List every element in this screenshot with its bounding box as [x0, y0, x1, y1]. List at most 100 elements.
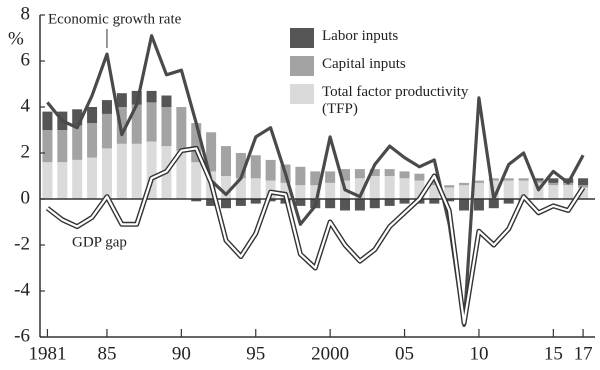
bar — [116, 143, 127, 199]
bar — [310, 171, 321, 186]
bar — [563, 185, 574, 199]
bar — [57, 162, 68, 199]
bar — [384, 199, 395, 206]
bar — [101, 113, 112, 149]
bar — [399, 178, 410, 199]
bar — [473, 180, 484, 183]
legend-label: Total factor productivity (TFP) — [322, 84, 469, 117]
bar — [206, 199, 217, 206]
bar — [146, 141, 157, 199]
bar — [310, 185, 321, 199]
y-axis-label: % — [8, 28, 24, 49]
bar — [414, 173, 425, 181]
bar — [101, 148, 112, 199]
bar — [429, 199, 440, 204]
bar — [220, 146, 231, 176]
bar — [57, 130, 68, 163]
bar — [265, 199, 276, 202]
bar — [429, 185, 440, 199]
bar — [488, 199, 499, 209]
bar — [295, 166, 306, 186]
bar — [295, 185, 306, 199]
y-tick-label: 6 — [21, 49, 31, 70]
bar — [191, 162, 202, 199]
bar — [325, 182, 336, 199]
bar — [399, 199, 410, 204]
bar — [116, 93, 127, 107]
bar — [235, 199, 246, 206]
x-tick-label: 90 — [172, 343, 191, 364]
bar — [250, 155, 261, 179]
bar — [459, 185, 470, 199]
bar — [459, 182, 470, 186]
bar — [444, 199, 455, 202]
bar — [429, 180, 440, 186]
bar — [72, 159, 83, 199]
bar — [533, 178, 544, 181]
bar — [473, 182, 484, 199]
bar — [42, 130, 53, 163]
bar — [578, 178, 589, 186]
bar — [384, 169, 395, 176]
bar — [176, 107, 187, 151]
bar — [146, 90, 157, 103]
bar — [280, 182, 291, 199]
legend-item: Total factor productivity (TFP) — [290, 84, 490, 118]
bar — [459, 199, 470, 211]
bar — [578, 187, 589, 199]
bar — [473, 199, 484, 211]
bar — [250, 178, 261, 199]
y-tick-label: 2 — [21, 141, 31, 162]
bar — [518, 178, 529, 181]
bar — [87, 123, 98, 158]
legend-swatch — [290, 84, 314, 104]
bar — [340, 169, 351, 181]
bar — [533, 180, 544, 183]
x-tick-label: 05 — [395, 343, 414, 364]
bar — [220, 199, 231, 209]
bar — [87, 157, 98, 199]
bar — [235, 178, 246, 199]
bar — [369, 199, 380, 209]
bar — [295, 199, 306, 206]
line — [46, 147, 585, 325]
x-tick-label: 85 — [97, 343, 116, 364]
bar — [488, 178, 499, 181]
bar — [206, 132, 217, 172]
bar — [161, 95, 172, 107]
bar — [578, 185, 589, 188]
legend-label: Capital inputs — [322, 56, 406, 72]
bar — [146, 102, 157, 142]
x-tick-label: 15 — [544, 343, 563, 364]
y-tick-label: 8 — [21, 3, 31, 24]
annotation: Economic growth rate — [48, 11, 182, 27]
legend-label: Labor inputs — [322, 28, 399, 44]
bar — [354, 199, 365, 211]
x-tick-label: 95 — [246, 343, 265, 364]
bar — [503, 199, 514, 204]
bar — [235, 153, 246, 179]
bar — [191, 199, 202, 202]
bar — [250, 199, 261, 204]
x-tick-label: 10 — [469, 343, 488, 364]
bar — [325, 171, 336, 183]
y-tick-label: 4 — [21, 95, 31, 116]
bar — [548, 185, 559, 199]
x-tick-label: 2000 — [311, 343, 349, 364]
y-tick-label: 0 — [21, 187, 31, 208]
y-tick-label: -2 — [14, 233, 30, 254]
bar — [548, 182, 559, 186]
line — [46, 34, 585, 328]
x-tick-label: 1981 — [28, 343, 66, 364]
bar — [503, 180, 514, 199]
annotation: GDP gap — [72, 234, 127, 250]
bar — [325, 199, 336, 209]
bar — [503, 178, 514, 181]
legend-swatch — [290, 56, 314, 76]
legend-item: Labor inputs — [290, 28, 490, 48]
legend: Labor inputs Capital inputs Total factor p… — [290, 28, 490, 126]
bar — [369, 169, 380, 176]
bar — [384, 176, 395, 199]
